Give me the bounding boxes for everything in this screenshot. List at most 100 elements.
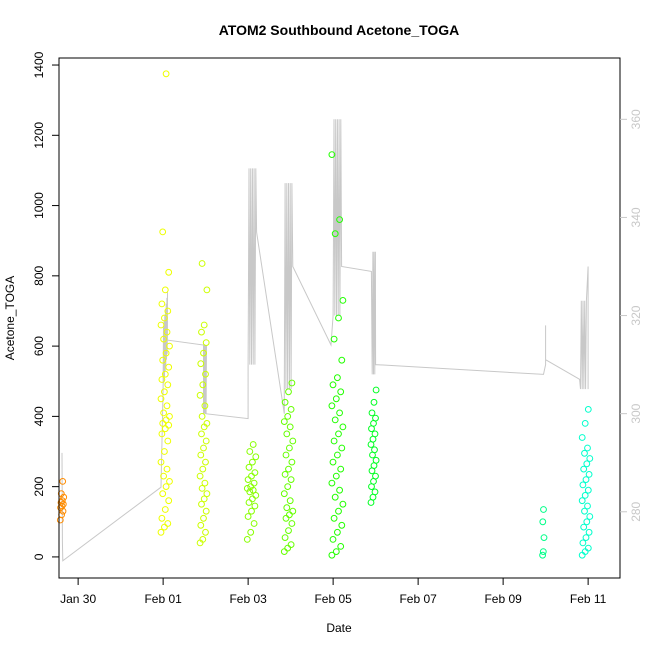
data-point bbox=[332, 472, 340, 480]
data-point bbox=[282, 514, 290, 522]
data-point bbox=[330, 335, 338, 343]
data-point bbox=[165, 363, 173, 371]
data-point bbox=[161, 523, 168, 531]
data-point bbox=[157, 395, 165, 403]
data-point bbox=[243, 485, 251, 492]
data-point bbox=[287, 406, 295, 413]
data-point bbox=[244, 513, 252, 520]
data-point bbox=[200, 444, 207, 452]
data-point bbox=[539, 548, 547, 555]
data-point bbox=[339, 500, 347, 508]
data-point bbox=[283, 504, 291, 512]
data-point bbox=[584, 544, 592, 552]
data-point bbox=[288, 458, 296, 466]
data-point bbox=[585, 471, 593, 478]
data-point bbox=[161, 448, 168, 455]
data-point bbox=[163, 402, 171, 410]
data-point bbox=[332, 548, 340, 555]
data-point bbox=[203, 286, 211, 294]
data-point bbox=[578, 497, 586, 505]
data-point bbox=[338, 521, 346, 529]
data-point bbox=[332, 395, 340, 403]
data-point bbox=[162, 70, 170, 78]
data-point bbox=[196, 472, 204, 480]
data-point bbox=[581, 420, 589, 427]
axes-layer: 0 200 400 600 800 1000 1200 1400 280 300 320 340 360… bbox=[32, 51, 643, 606]
y-tick-label: 1200 bbox=[32, 122, 46, 149]
data-point bbox=[198, 500, 205, 508]
data-point bbox=[160, 335, 168, 343]
data-point bbox=[328, 479, 336, 487]
x-tick-label: Jan 30 bbox=[60, 592, 96, 606]
data-point bbox=[372, 456, 380, 464]
data-point bbox=[203, 420, 211, 427]
data-point bbox=[281, 471, 289, 478]
data-point bbox=[372, 386, 380, 394]
data-point bbox=[329, 458, 337, 466]
data-point bbox=[584, 502, 591, 510]
data-point bbox=[289, 437, 297, 445]
y2-tick-label: 360 bbox=[629, 109, 643, 129]
data-point bbox=[252, 453, 260, 461]
data-point bbox=[166, 413, 173, 420]
data-point bbox=[163, 465, 171, 473]
data-point bbox=[165, 421, 173, 429]
data-point bbox=[329, 536, 337, 543]
data-point bbox=[249, 441, 257, 448]
data-point bbox=[284, 483, 292, 491]
y2-tick-label: 320 bbox=[629, 305, 643, 325]
data-point bbox=[328, 151, 336, 159]
y-axis-label: Acetone_TOGA bbox=[3, 276, 17, 361]
data-point bbox=[199, 536, 207, 543]
data-point bbox=[202, 339, 210, 347]
data-point bbox=[162, 349, 170, 357]
data-point bbox=[584, 486, 592, 494]
data-point bbox=[335, 314, 342, 322]
data-point bbox=[280, 418, 288, 426]
data-point bbox=[158, 376, 166, 383]
data-point bbox=[581, 492, 589, 499]
data-point bbox=[328, 402, 336, 410]
data-point bbox=[580, 523, 588, 531]
data-point bbox=[288, 379, 296, 387]
y-tick-label: 600 bbox=[32, 336, 46, 356]
data-point bbox=[202, 528, 209, 536]
data-point bbox=[58, 511, 65, 519]
data-point bbox=[247, 528, 255, 536]
data-point bbox=[250, 520, 258, 527]
data-point bbox=[280, 490, 288, 498]
data-point bbox=[249, 495, 256, 503]
x-axis-label: Date bbox=[326, 621, 352, 635]
data-point bbox=[372, 472, 379, 480]
plot-frame bbox=[58, 57, 621, 579]
data-point bbox=[250, 479, 258, 487]
data-point bbox=[162, 483, 170, 491]
data-point bbox=[280, 548, 288, 555]
data-point bbox=[197, 451, 205, 459]
data-point bbox=[157, 528, 165, 536]
data-point bbox=[283, 430, 291, 438]
data-point bbox=[335, 507, 342, 515]
data-point bbox=[57, 499, 65, 506]
data-point bbox=[161, 370, 169, 378]
data-point bbox=[199, 381, 207, 389]
data-point bbox=[57, 490, 65, 498]
y-tick-label: 0 bbox=[32, 553, 46, 560]
data-point bbox=[251, 502, 259, 510]
data-point bbox=[585, 528, 593, 536]
data-point bbox=[200, 321, 208, 329]
data-point bbox=[372, 414, 379, 422]
data-point bbox=[287, 541, 295, 548]
data-point bbox=[201, 402, 209, 410]
data-point bbox=[583, 460, 591, 468]
data-point bbox=[338, 444, 346, 452]
data-point bbox=[161, 506, 169, 513]
data-point bbox=[286, 511, 293, 519]
data-point bbox=[158, 300, 166, 308]
data-point bbox=[243, 536, 251, 543]
data-point bbox=[200, 495, 208, 503]
data-point bbox=[282, 451, 290, 459]
data-point bbox=[199, 465, 207, 473]
data-point bbox=[163, 328, 171, 336]
